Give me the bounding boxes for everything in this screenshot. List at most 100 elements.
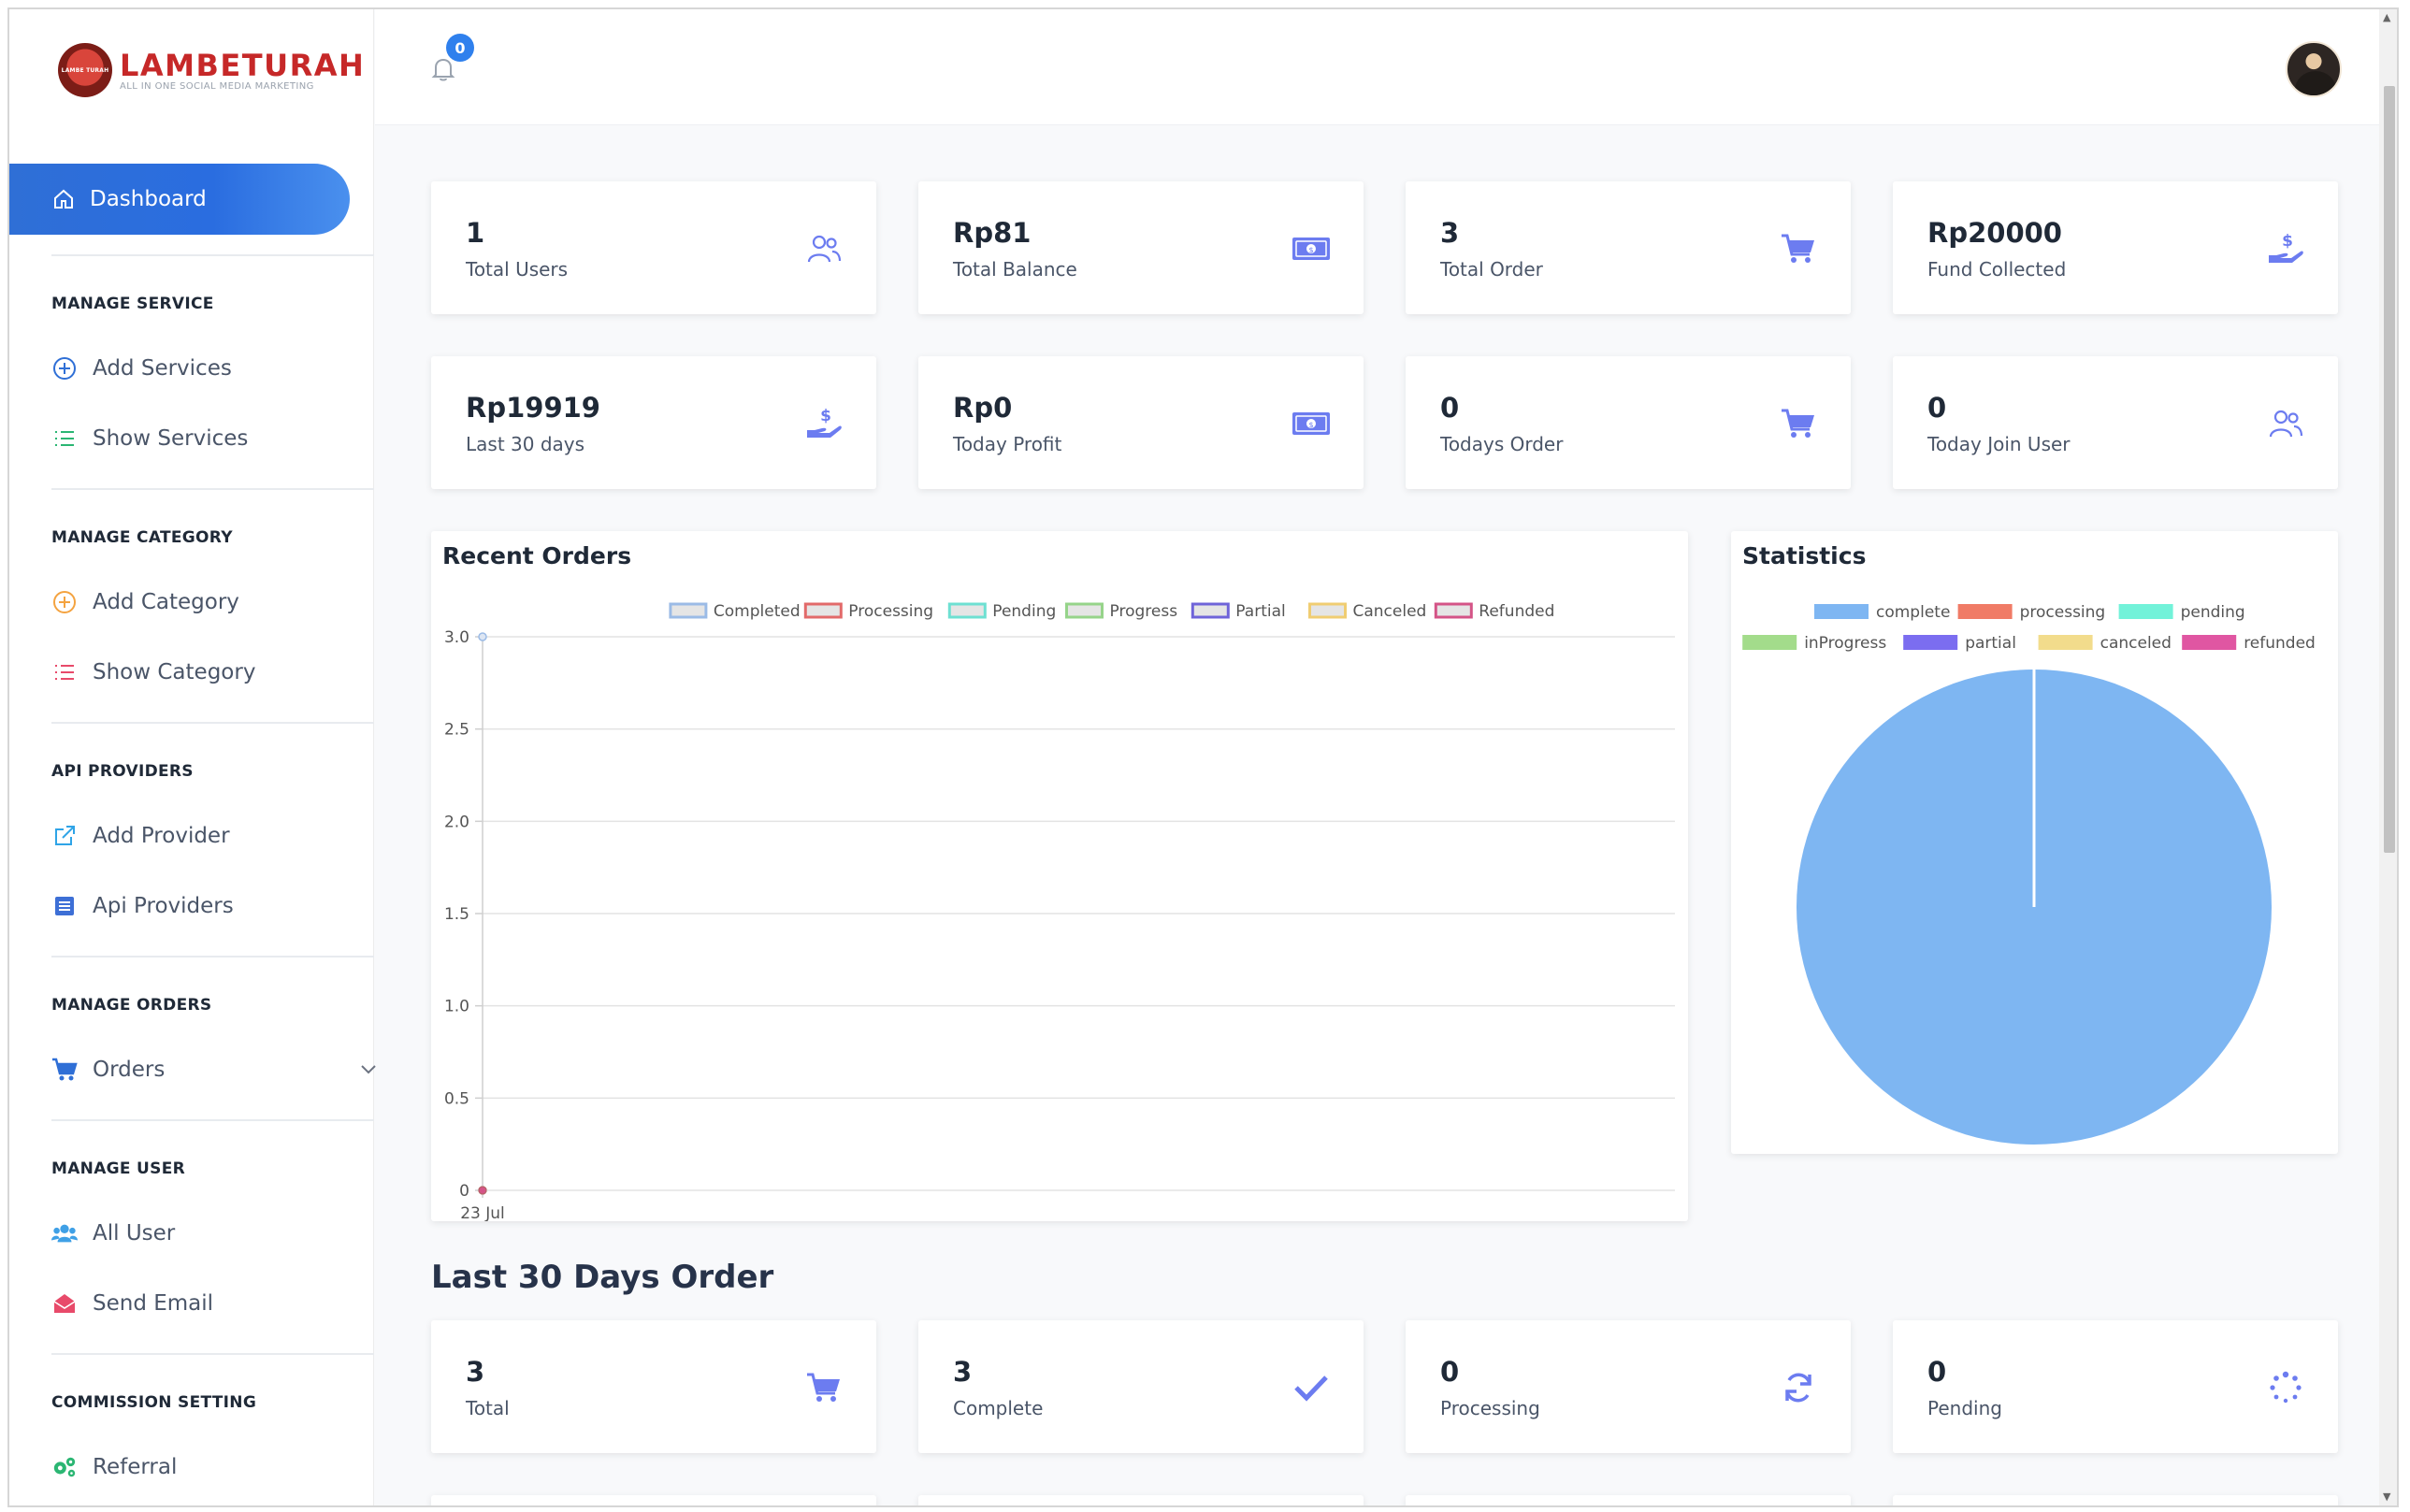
stat-card-processing: 0 Processing [1406, 1320, 1851, 1453]
logo-mark: LAMBE TURAH [58, 43, 112, 97]
legend-swatch [947, 602, 987, 619]
sidebar-item-api-providers[interactable]: Api Providers [51, 887, 234, 925]
legend-label: Refunded [1479, 602, 1554, 621]
legend-label: Completed [714, 602, 801, 621]
legend-swatch [1191, 602, 1230, 619]
stat-card-last-30-days: Rp19919 Last 30 days $ [431, 356, 876, 489]
users-icon [2265, 403, 2306, 444]
cart-icon [1778, 403, 1819, 444]
sidebar-item-show-services[interactable]: Show Services [51, 420, 248, 457]
stat-card-partial [1893, 1495, 2338, 1505]
scrollbar[interactable]: ▲ ▼ [2379, 9, 2397, 1505]
statistics-panel: Statistics complete processing pending inPr… [1731, 531, 2338, 1154]
cart-icon [1778, 228, 1819, 269]
hand-dollar-icon: $ [2265, 228, 2306, 269]
list-icon [51, 659, 78, 685]
users-icon [51, 1220, 78, 1246]
divider [51, 488, 374, 490]
topbar: 0 [375, 9, 2397, 125]
stat-card-total-users: 1 Total Users [431, 181, 876, 314]
chevron-down-icon[interactable] [360, 1064, 377, 1075]
list-box-icon [51, 893, 78, 919]
svg-text:$: $ [1308, 421, 1313, 429]
stat-card-today-profit: Rp0 Today Profit $ [918, 356, 1364, 489]
hand-dollar-icon: $ [803, 403, 844, 444]
legend-swatch [1903, 635, 1958, 650]
legend-label: complete [1876, 603, 1950, 622]
stat-value: 1 [466, 217, 485, 249]
stat-label: Complete [953, 1397, 1044, 1419]
section-title: MANAGE CATEGORY [51, 528, 233, 547]
y-tick-label: 1.5 [444, 905, 469, 924]
sidebar: LAMBE TURAH LAMBETURAH ALL IN ONE SOCIAL… [9, 9, 376, 1505]
y-tick-label: 0.5 [444, 1089, 469, 1108]
section-title: MANAGE ORDERS [51, 996, 212, 1015]
home-icon [54, 189, 73, 209]
sidebar-item-dashboard[interactable]: Dashboard [9, 164, 350, 235]
stat-card-todays-order: 0 Todays Order [1406, 356, 1851, 489]
stat-value: Rp19919 [466, 392, 600, 424]
envelope-icon [51, 1290, 78, 1317]
legend-swatch [1814, 604, 1869, 619]
sidebar-item-add-provider[interactable]: Add Provider [51, 817, 230, 855]
section-title: API PROVIDERS [51, 762, 194, 781]
scrollbar-thumb[interactable] [2384, 86, 2395, 853]
stat-card-today-join-user: 0 Today Join User [1893, 356, 2338, 489]
axis-marker [478, 632, 487, 641]
legend-label: Pending [992, 602, 1056, 621]
sidebar-item-label: Dashboard [90, 187, 207, 211]
divider [51, 956, 374, 958]
scroll-up-arrow-icon[interactable]: ▲ [2383, 11, 2391, 23]
sidebar-item-show-category[interactable]: Show Category [51, 654, 255, 691]
sidebar-item-add-category[interactable]: Add Category [51, 583, 239, 621]
notification-badge: 0 [446, 34, 474, 62]
stat-label: Total Users [466, 258, 569, 281]
sidebar-item-orders[interactable]: Orders [51, 1051, 376, 1088]
sidebar-item-add-services[interactable]: Add Services [51, 350, 232, 387]
stat-value: 3 [466, 1356, 485, 1388]
stat-value: 3 [1440, 217, 1460, 249]
legend-label: Progress [1110, 602, 1178, 621]
stat-value: 0 [1440, 1356, 1460, 1388]
scroll-down-arrow-icon[interactable]: ▼ [2383, 1490, 2391, 1503]
y-tick-label: 3.0 [444, 628, 469, 647]
divider [51, 254, 374, 256]
brand-name: LAMBETURAH [120, 47, 366, 83]
legend-label: Canceled [1353, 602, 1427, 621]
legend-swatch [2038, 635, 2093, 650]
cart-icon [51, 1057, 78, 1083]
check-icon [1291, 1367, 1332, 1408]
stat-card-pending: 0 Pending [1893, 1320, 2338, 1453]
stat-value: Rp20000 [1927, 217, 2062, 249]
stat-value: 0 [1927, 1356, 1947, 1388]
stat-value: 0 [1440, 392, 1460, 424]
stat-card-partial [1406, 1495, 1851, 1505]
svg-text:$: $ [2282, 232, 2293, 251]
legend-label: Processing [848, 602, 933, 621]
sidebar-item-send-email[interactable]: Send Email [51, 1285, 213, 1322]
stat-card-partial [918, 1495, 1364, 1505]
brand-tagline: ALL IN ONE SOCIAL MEDIA MARKETING [120, 80, 314, 92]
legend-swatch [1742, 635, 1797, 650]
stat-label: Todays Order [1440, 433, 1564, 455]
list-icon [51, 425, 78, 452]
legend-label: refunded [2244, 634, 2316, 653]
cart-icon [803, 1367, 844, 1408]
legend-swatch [1434, 602, 1473, 619]
stat-label: Total Balance [953, 258, 1077, 281]
notification-bell-icon[interactable] [431, 56, 455, 86]
sidebar-item-referral[interactable]: Referral [51, 1448, 177, 1486]
refresh-icon [1778, 1367, 1819, 1408]
stat-value: 3 [953, 1356, 973, 1388]
sidebar-item-all-user[interactable]: All User [51, 1215, 175, 1252]
svg-text:$: $ [820, 407, 831, 425]
brand-logo[interactable]: LAMBE TURAH LAMBETURAH ALL IN ONE SOCIAL… [58, 43, 365, 97]
external-link-icon [51, 823, 78, 849]
recent-orders-panel: Recent Orders Completed Processing Pending… [431, 531, 1688, 1221]
section-title: MANAGE USER [51, 1159, 185, 1178]
recent-orders-chart: Completed Processing Pending Progress Partia… [444, 602, 1675, 1221]
stat-card-total-balance: Rp81 Total Balance $ [918, 181, 1364, 314]
legend-swatch [2182, 635, 2237, 650]
stat-label: Processing [1440, 1397, 1540, 1419]
avatar[interactable] [2286, 41, 2342, 97]
